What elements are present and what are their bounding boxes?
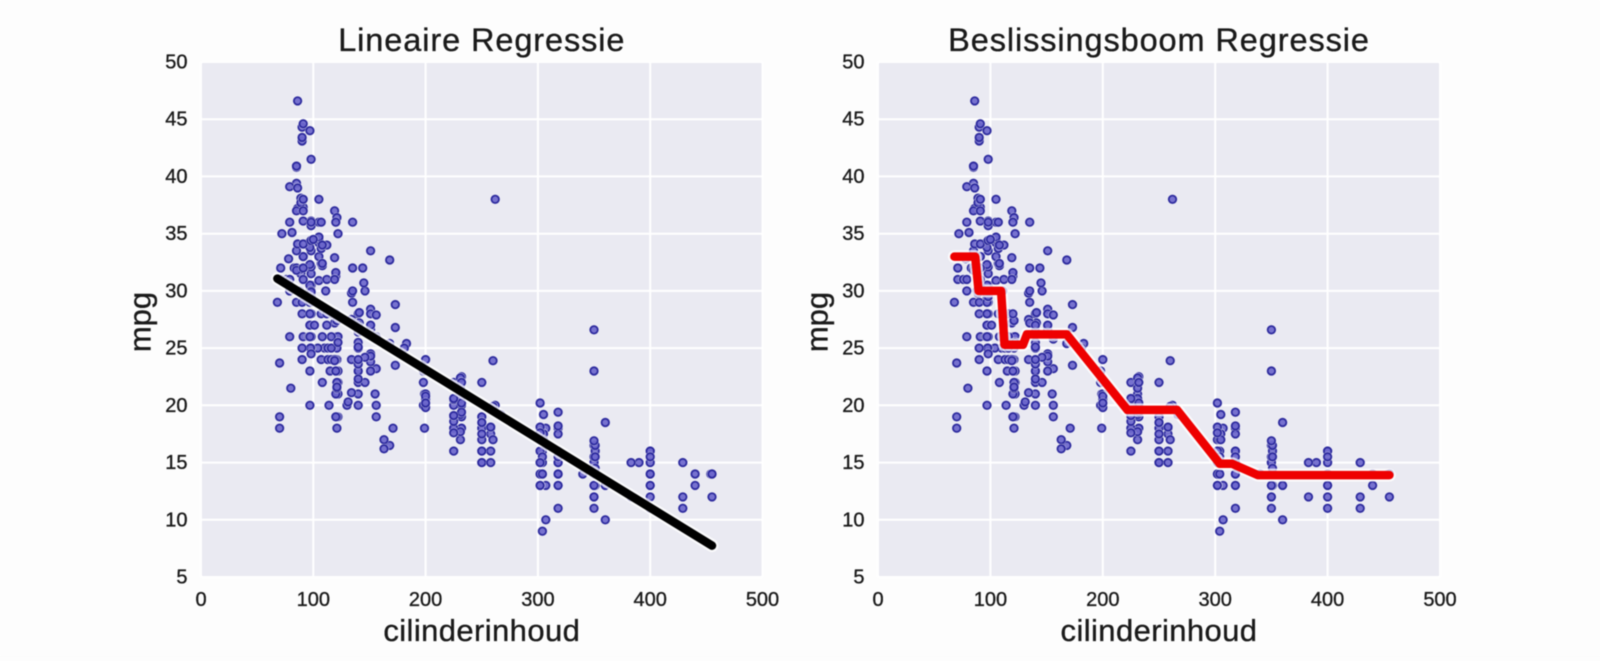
svg-text:mpg: mpg — [799, 292, 834, 352]
svg-text:30: 30 — [842, 280, 864, 302]
svg-text:5: 5 — [176, 567, 187, 589]
svg-text:500: 500 — [746, 589, 779, 611]
svg-text:45: 45 — [842, 109, 864, 131]
svg-text:45: 45 — [165, 109, 187, 131]
svg-text:400: 400 — [1311, 589, 1344, 611]
svg-text:200: 200 — [1086, 589, 1119, 611]
svg-text:25: 25 — [842, 338, 864, 360]
svg-text:cilinderinhoud: cilinderinhoud — [383, 613, 580, 648]
svg-text:40: 40 — [842, 166, 864, 188]
svg-text:10: 10 — [842, 509, 864, 531]
svg-text:20: 20 — [842, 395, 864, 417]
svg-text:300: 300 — [1199, 589, 1232, 611]
svg-text:40: 40 — [165, 166, 187, 188]
svg-text:100: 100 — [974, 589, 1007, 611]
svg-text:20: 20 — [165, 395, 187, 417]
svg-text:50: 50 — [842, 52, 864, 74]
svg-text:35: 35 — [842, 223, 864, 245]
svg-text:50: 50 — [165, 52, 187, 74]
svg-text:200: 200 — [409, 589, 442, 611]
svg-text:10: 10 — [165, 509, 187, 531]
svg-text:Lineaire Regressie: Lineaire Regressie — [338, 22, 625, 58]
svg-text:400: 400 — [634, 589, 667, 611]
svg-text:35: 35 — [165, 223, 187, 245]
svg-text:Beslissingsboom Regressie: Beslissingsboom Regressie — [948, 22, 1370, 58]
svg-text:0: 0 — [872, 589, 883, 611]
svg-text:30: 30 — [165, 280, 187, 302]
svg-text:100: 100 — [297, 589, 330, 611]
svg-text:15: 15 — [842, 452, 864, 474]
svg-text:15: 15 — [165, 452, 187, 474]
svg-text:500: 500 — [1423, 589, 1456, 611]
svg-text:300: 300 — [521, 589, 554, 611]
svg-text:25: 25 — [165, 338, 187, 360]
svg-text:0: 0 — [195, 589, 206, 611]
svg-text:mpg: mpg — [122, 292, 157, 352]
svg-text:5: 5 — [853, 567, 864, 589]
svg-text:cilinderinhoud: cilinderinhoud — [1061, 613, 1258, 648]
